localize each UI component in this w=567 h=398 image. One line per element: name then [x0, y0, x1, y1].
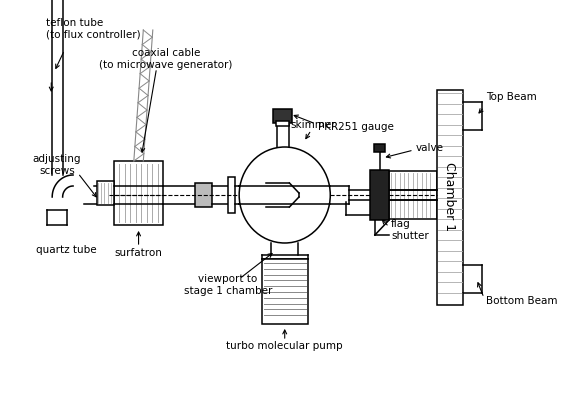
Bar — [374, 144, 386, 152]
Bar — [114, 161, 163, 225]
Bar — [245, 177, 252, 213]
Text: quartz tube: quartz tube — [36, 245, 97, 255]
Text: PKR251 gauge: PKR251 gauge — [318, 122, 394, 132]
Bar — [276, 121, 290, 126]
Text: adjusting
screws: adjusting screws — [33, 154, 81, 176]
Text: Bottom Beam: Bottom Beam — [486, 296, 557, 306]
Text: Chamber 1: Chamber 1 — [443, 162, 456, 232]
Text: surfatron: surfatron — [115, 248, 163, 258]
Text: skimmer: skimmer — [290, 120, 336, 130]
Circle shape — [239, 147, 331, 243]
Bar — [389, 171, 437, 219]
Text: Top Beam: Top Beam — [486, 92, 537, 102]
Bar — [273, 109, 293, 123]
Text: viewport to
stage 1 chamber: viewport to stage 1 chamber — [184, 274, 272, 296]
Bar — [194, 183, 211, 207]
Bar — [97, 181, 114, 205]
Text: flag
shutter: flag shutter — [391, 219, 429, 241]
Text: coaxial cable
(to microwave generator): coaxial cable (to microwave generator) — [99, 48, 233, 70]
Bar — [437, 90, 463, 305]
Bar — [262, 259, 307, 324]
Bar — [228, 177, 235, 213]
Bar — [370, 170, 389, 220]
Text: valve: valve — [416, 143, 444, 153]
Text: teflon tube
(to flux controller): teflon tube (to flux controller) — [45, 18, 140, 39]
Text: turbo molecular pump: turbo molecular pump — [226, 341, 343, 351]
